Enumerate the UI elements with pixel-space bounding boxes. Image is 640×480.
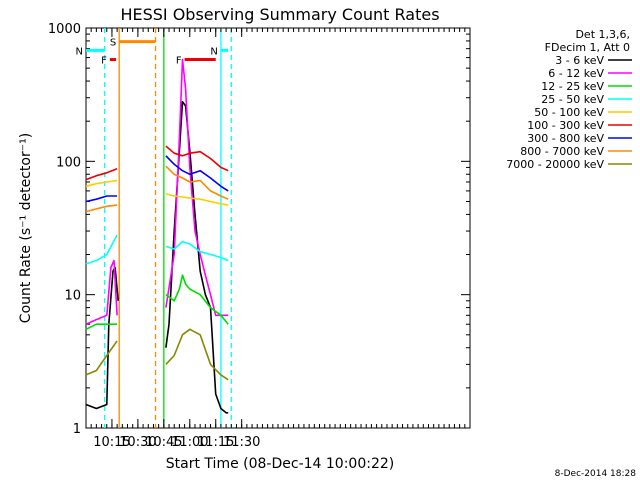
- annotation-label: F: [176, 56, 182, 67]
- series-line: [85, 100, 229, 414]
- footer-timestamp: 8-Dec-2014 18:28: [555, 469, 637, 479]
- plot-frame: [85, 27, 471, 429]
- annotation-label: F: [101, 56, 107, 67]
- plot-area: 1 10 100 1000 10:1510:3010:4511:0011:1511:30…: [48, 22, 471, 450]
- series-line: [85, 328, 229, 381]
- legend-header: Det 1,3,6,: [575, 28, 630, 41]
- series-line: [85, 274, 229, 331]
- legend-entry-label: 3 - 6 keV: [555, 54, 604, 67]
- series-line: [85, 234, 229, 265]
- legend-entry-label: 300 - 800 keV: [527, 132, 604, 145]
- series-line: [85, 155, 229, 203]
- x-tick-label: 11:30: [223, 435, 260, 450]
- x-tick-label: 11:00: [171, 435, 208, 450]
- y-tick-label: 100: [56, 155, 81, 170]
- y-tick-label: 10: [64, 289, 81, 304]
- x-tick-label: 10:45: [145, 435, 182, 450]
- legend-entry-label: 25 - 50 keV: [541, 93, 604, 106]
- annotation-label: S: [110, 38, 116, 49]
- legend-entry-label: 12 - 25 keV: [541, 80, 604, 93]
- legend-header: FDecim 1, Att 0: [545, 41, 630, 54]
- legend-entry-label: 6 - 12 keV: [548, 67, 604, 80]
- series-line: [85, 165, 229, 213]
- series-line: [85, 145, 229, 181]
- x-tick-label: 10:30: [119, 435, 156, 450]
- y-tick-label: 1000: [48, 22, 81, 37]
- legend-entry-label: 800 - 7000 keV: [520, 145, 604, 158]
- legend-entry-label: 100 - 300 keV: [527, 119, 604, 132]
- x-tick-label: 11:15: [197, 435, 234, 450]
- series-line: [85, 179, 229, 206]
- y-tick-label: 1: [73, 422, 81, 437]
- x-tick-label: 10:15: [93, 435, 130, 450]
- x-axis-label: Start Time (08-Dec-14 10:00:22): [166, 456, 394, 472]
- series-line: [85, 58, 229, 325]
- legend-entry-label: 50 - 100 keV: [534, 106, 604, 119]
- chart-title: HESSI Observing Summary Count Rates: [120, 5, 439, 24]
- annotation-label: N: [76, 46, 83, 57]
- y-axis-label: Count Rate (s⁻¹ detector⁻¹): [18, 133, 34, 323]
- annotation-label: N: [210, 46, 217, 57]
- legend-entry-label: 7000 - 20000 keV: [506, 158, 604, 171]
